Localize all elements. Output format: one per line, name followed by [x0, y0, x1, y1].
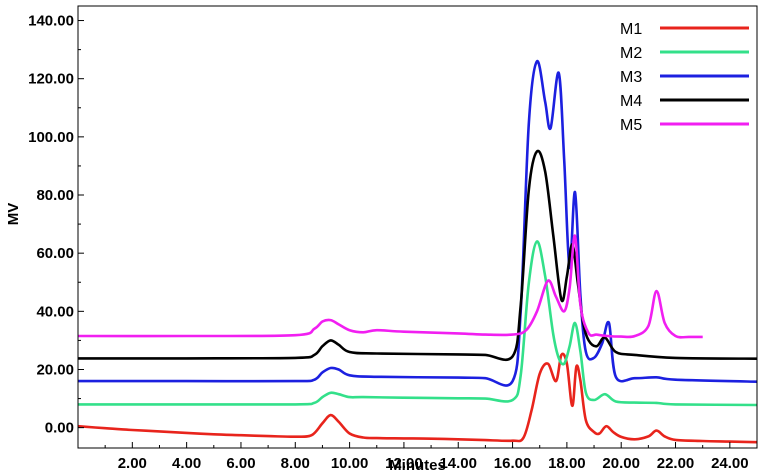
y-tick-label: 120.00: [28, 71, 74, 88]
series-line-m1: [77, 352, 758, 444]
y-tick-label: 0.00: [45, 420, 74, 437]
x-axis-ticks: 2.00 4.00 6.00 8.00 10.00 12.00 14.00 16.00 18.0…: [104, 442, 749, 472]
y-tick-label: 60.00: [36, 245, 74, 262]
x-tick-label: 20.00: [602, 455, 640, 472]
y-tick-label: 100.00: [28, 129, 74, 146]
y-tick-label: 40.00: [36, 303, 74, 320]
x-tick-label: 6.00: [226, 455, 255, 472]
x-tick-label: 22.00: [657, 455, 695, 472]
x-tick-label: 24.00: [711, 455, 749, 472]
x-tick-label: 18.00: [548, 455, 586, 472]
y-tick-label: 20.00: [36, 361, 74, 378]
legend-label-m5: M5: [620, 117, 642, 134]
y-axis-ticks: 0.00 20.00 40.00 60.00 80.00 100.00 120.00 140.…: [28, 13, 84, 437]
plot-lines: [77, 59, 758, 444]
x-tick-label: 12.00: [385, 455, 423, 472]
x-tick-label: 14.00: [439, 455, 477, 472]
series-line-m3: [78, 59, 758, 387]
legend-label-m4: M4: [620, 93, 642, 110]
legend-label-m2: M2: [620, 45, 642, 62]
plot-frame: [77, 5, 758, 449]
y-tick-label: 80.00: [36, 187, 74, 204]
x-tick-label: 10.00: [331, 455, 369, 472]
x-tick-label: 4.00: [172, 455, 201, 472]
legend-label-m1: M1: [620, 21, 642, 38]
x-tick-label: 8.00: [281, 455, 310, 472]
x-tick-label: 16.00: [494, 455, 532, 472]
x-axis-title: Minutes: [389, 457, 446, 474]
y-axis-title: MV: [5, 203, 22, 226]
x-tick-label: 2.00: [118, 455, 147, 472]
series-line-m2: [78, 240, 758, 407]
series-line-m4: [77, 149, 758, 361]
legend: M1 M2 M3 M4 M5: [620, 21, 749, 134]
y-tick-label: 140.00: [28, 13, 74, 30]
legend-label-m3: M3: [620, 69, 642, 86]
series-line-m5: [77, 234, 703, 339]
